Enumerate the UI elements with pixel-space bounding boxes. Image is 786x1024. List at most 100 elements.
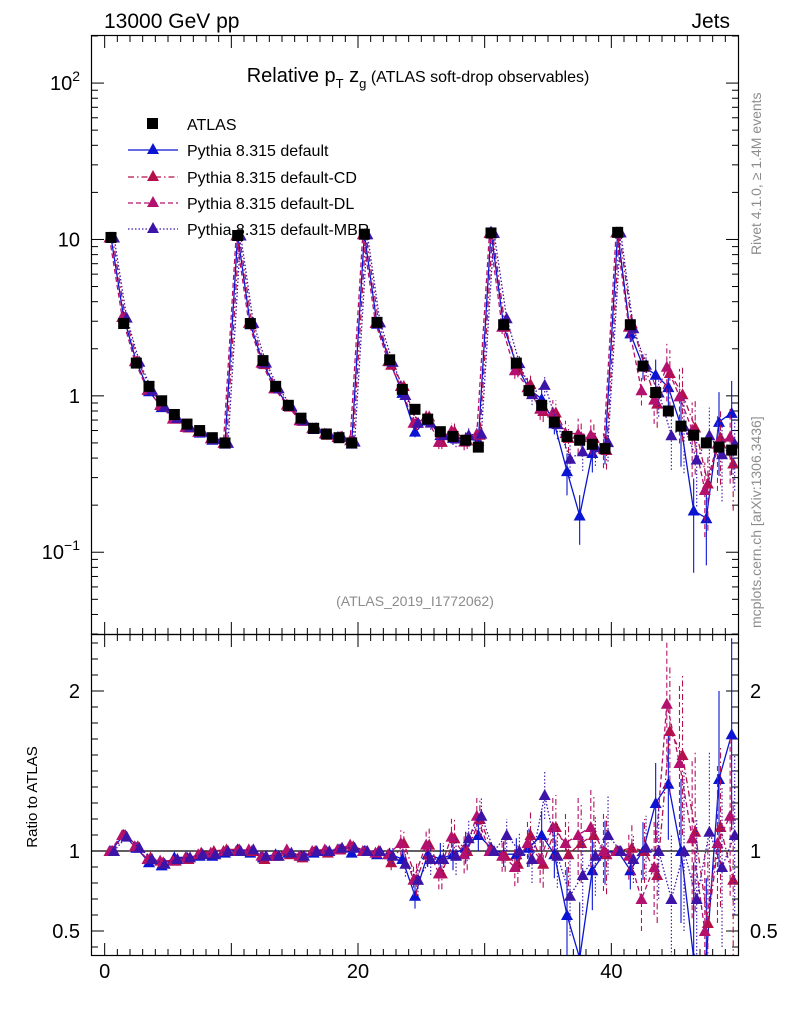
point-atlas	[688, 429, 700, 441]
point-main-dl	[724, 430, 737, 442]
point-atlas	[460, 434, 472, 446]
point-ratio-mbr	[665, 893, 678, 904]
point-atlas	[434, 426, 446, 438]
legend-default-marker	[147, 143, 159, 154]
point-ratio-dl	[584, 821, 597, 832]
point-ratio-mbr	[374, 845, 387, 856]
point-main-mbr	[665, 429, 678, 441]
legend-mbr-label: Pythia 8.315 default-MBR	[187, 222, 369, 239]
point-ratio-dl	[698, 925, 711, 936]
legend-atlas-label: ATLAS	[187, 117, 237, 134]
y-tick-label-ratio-right: 0.5	[750, 921, 778, 943]
point-ratio-mbr	[589, 849, 602, 861]
point-main-dl	[508, 364, 521, 376]
point-main-mbr	[690, 453, 703, 465]
point-ratio-mbr	[348, 841, 361, 853]
point-atlas	[612, 226, 624, 238]
point-ratio-mbr	[146, 853, 159, 864]
axes-ticks	[92, 35, 738, 955]
point-atlas	[130, 357, 142, 369]
point-ratio-mbr	[310, 845, 323, 856]
y-tick-label-ratio-right: 2	[750, 681, 761, 703]
point-ratio-mbr	[488, 845, 501, 856]
point-atlas	[168, 408, 180, 420]
series-line-main-default	[110, 231, 733, 520]
point-atlas	[574, 434, 586, 446]
header-left: 13000 GeV pp	[104, 10, 239, 33]
point-ratio-cd	[524, 829, 537, 840]
point-atlas	[206, 432, 218, 444]
point-main-default	[561, 465, 573, 477]
y-tick-label-main: 10−1	[42, 537, 80, 564]
point-ratio-cd	[651, 869, 664, 880]
point-ratio-cd	[575, 837, 588, 848]
point-ratio-cd	[385, 856, 398, 868]
point-ratio-mbr	[222, 845, 235, 856]
point-ratio-default	[649, 797, 662, 808]
point-ratio-dl	[458, 848, 471, 860]
point-ratio-mbr	[234, 845, 247, 856]
y-tick-label-main: 102	[50, 68, 80, 95]
point-main-default	[713, 415, 725, 427]
point-ratio-cd	[727, 873, 738, 885]
point-main-mbr	[475, 427, 488, 439]
point-atlas	[675, 420, 687, 432]
point-atlas	[422, 413, 434, 425]
point-atlas	[181, 418, 193, 430]
legend-default-label: Pythia 8.315 default	[187, 143, 329, 160]
point-atlas	[599, 443, 611, 455]
point-atlas	[371, 316, 383, 328]
point-main-cd	[727, 457, 738, 469]
point-ratio-default	[704, 952, 708, 955]
main-plot-area	[103, 225, 738, 573]
point-atlas	[586, 438, 598, 450]
point-atlas	[308, 422, 320, 434]
analysis-id: (ATLAS_2019_I1772062)	[336, 593, 494, 609]
point-atlas	[523, 385, 535, 397]
point-ratio-mbr	[209, 848, 222, 860]
y-tick-label-main: 10	[58, 229, 80, 251]
point-atlas	[396, 383, 408, 395]
point-ratio-mbr	[652, 845, 665, 856]
point-main-dl	[673, 390, 686, 402]
point-ratio-dl	[597, 845, 610, 856]
point-ratio-mbr	[336, 841, 349, 853]
point-ratio-mbr	[614, 845, 627, 856]
point-ratio-cd	[625, 841, 638, 853]
point-main-dl	[584, 428, 597, 440]
point-ratio-mbr	[437, 853, 450, 864]
title-prefix: Relative p	[247, 65, 336, 87]
point-ratio-default	[586, 864, 599, 876]
series-line-ratio-dl	[108, 703, 731, 932]
point-ratio-mbr	[386, 849, 399, 861]
x-tick-label: 20	[347, 961, 369, 983]
point-atlas	[498, 319, 510, 331]
legend-dl-label: Pythia 8.315 default-DL	[187, 196, 354, 213]
series-line-ratio-default	[110, 734, 733, 955]
legend: ATLAS Pythia 8.315 default Pythia 8.315 …	[128, 117, 369, 239]
point-ratio-mbr	[602, 829, 615, 840]
point-atlas	[510, 357, 522, 369]
point-ratio-mbr	[272, 849, 285, 861]
point-ratio-mbr	[196, 848, 209, 860]
point-atlas	[548, 416, 560, 428]
point-main-default	[662, 381, 675, 393]
point-ratio-dl	[432, 867, 445, 879]
point-ratio-dl	[635, 893, 648, 904]
y-tick-label-ratio-right: 1	[750, 841, 761, 863]
legend-cd-marker	[147, 170, 159, 181]
point-ratio-mbr	[703, 825, 716, 837]
chart-title: Relative pT zg (ATLAS soft-drop observab…	[247, 65, 590, 91]
y-tick-label-ratio: 1	[69, 841, 80, 863]
point-atlas	[713, 441, 725, 453]
title-mid: z	[344, 65, 360, 87]
rivet-label: Rivet 4.1.0, ≥ 1.4M events	[748, 92, 764, 255]
point-atlas	[333, 432, 345, 444]
point-atlas	[282, 399, 294, 411]
point-ratio-mbr	[133, 841, 146, 853]
point-atlas	[295, 412, 307, 424]
point-atlas	[384, 354, 396, 366]
point-atlas	[700, 437, 712, 449]
point-atlas	[143, 380, 155, 392]
